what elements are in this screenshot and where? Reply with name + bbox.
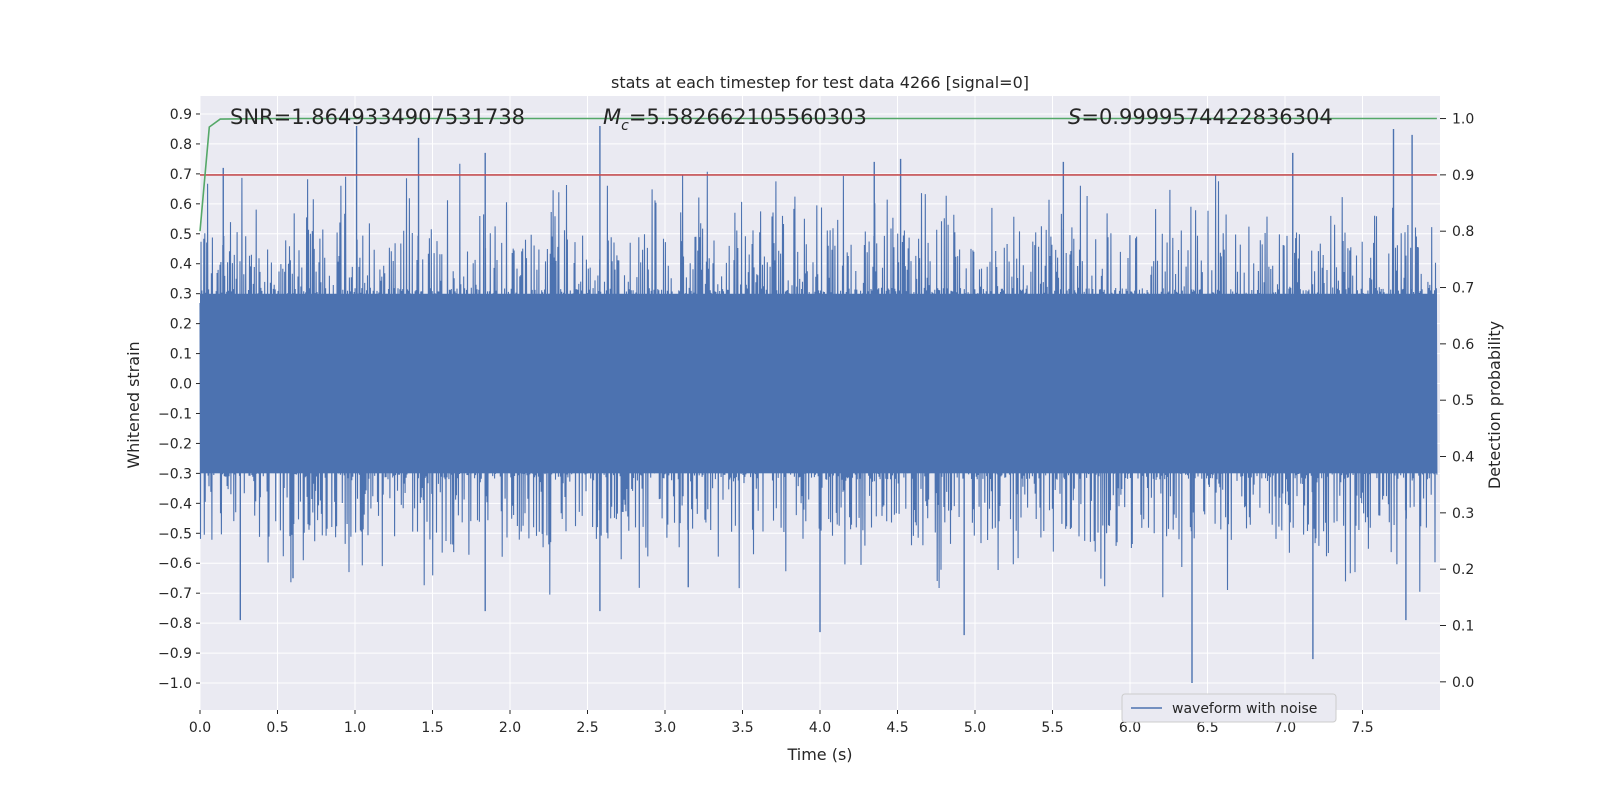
y-tick-label: −0.4 <box>158 496 192 512</box>
y-tick-label: 0.6 <box>170 197 192 213</box>
y2-tick-label: 0.8 <box>1452 224 1474 240</box>
x-tick-label: 3.0 <box>654 720 676 736</box>
x-tick-label: 7.5 <box>1351 720 1373 736</box>
y-axis-ticks: 0.9 0.8 0.7 0.6 0.5 0.4 0.3 0.2 0.1 0.0 −0.1 −0.2 −0… <box>158 107 200 692</box>
chirp-mass-value: =5.582662105560303 <box>629 105 867 129</box>
chirp-mass-annotation: Mc=5.582662105560303 <box>603 105 867 134</box>
waveform-series <box>199 125 1438 684</box>
y2-tick-label: 0.0 <box>1452 675 1474 691</box>
detection-series <box>199 117 1437 232</box>
legend-box <box>1121 693 1337 723</box>
y2-tick-label: 0.1 <box>1452 619 1474 635</box>
chart-title: stats at each timestep for test data 426… <box>611 73 1029 92</box>
legend: waveform with noise <box>1121 693 1337 723</box>
x-tick-label: 1.0 <box>344 720 366 736</box>
x-tick-label: 6.0 <box>1119 720 1141 736</box>
y2-tick-label: 0.3 <box>1452 506 1474 522</box>
x-axis-ticks: 0.0 0.5 1.0 1.5 2.0 2.5 3.0 3.5 4.0 4.5 5.0 5.5 6.0 6… <box>189 710 1374 736</box>
snr-annotation: SNR=1.8649334907531738 <box>230 105 525 129</box>
y-tick-label: −0.7 <box>158 586 192 602</box>
y-tick-label: −0.2 <box>158 436 192 452</box>
y2-tick-label: 0.4 <box>1452 450 1474 466</box>
y-tick-label: −0.8 <box>158 616 192 632</box>
x-tick-label: 0.5 <box>266 720 288 736</box>
y-tick-label: 0.3 <box>170 287 192 303</box>
y2-tick-label: 0.9 <box>1452 168 1474 184</box>
y2-tick-label: 0.5 <box>1452 393 1474 409</box>
x-tick-label: 7.0 <box>1274 720 1296 736</box>
y-tick-label: −1.0 <box>158 676 192 692</box>
chirp-mass-subscript: c <box>621 118 629 134</box>
y-tick-label: 0.5 <box>170 227 192 243</box>
y-tick-label: 0.2 <box>170 317 192 333</box>
y2-tick-label: 1.0 <box>1452 112 1474 128</box>
y-tick-label: −0.3 <box>158 466 192 482</box>
chirp-mass-symbol: M <box>603 105 621 129</box>
y-tick-label: −0.5 <box>158 526 192 542</box>
y-tick-label: −0.6 <box>158 556 192 572</box>
x-tick-label: 5.0 <box>964 720 986 736</box>
waveform-core-band <box>200 293 1437 474</box>
x-tick-label: 2.0 <box>499 720 521 736</box>
y2-tick-label: 0.6 <box>1452 337 1474 353</box>
spin-value: =0.9999574422836304 <box>1081 105 1332 129</box>
y2-tick-label: 0.7 <box>1452 281 1474 297</box>
y2-tick-label: 0.2 <box>1452 562 1474 578</box>
y-tick-label: 0.0 <box>170 377 192 393</box>
y-tick-label: 0.9 <box>170 107 192 123</box>
y2-axis-label: Detection probability <box>1485 321 1504 489</box>
y2-axis-ticks: 1.0 0.9 0.8 0.7 0.6 0.5 0.4 0.3 0.2 0.1 0.0 <box>1440 112 1474 691</box>
x-axis-label: Time (s) <box>786 745 852 764</box>
spin-symbol: S <box>1068 105 1081 129</box>
y-axis-label: Whitened strain <box>124 341 143 468</box>
y-tick-label: −0.9 <box>158 646 192 662</box>
legend-label: waveform with noise <box>1172 701 1317 717</box>
spin-annotation: S=0.9999574422836304 <box>1068 105 1333 129</box>
y-tick-label: −0.1 <box>158 406 192 422</box>
detection-probability-line <box>199 117 1437 232</box>
x-tick-label: 0.0 <box>189 720 211 736</box>
x-tick-label: 6.5 <box>1196 720 1218 736</box>
x-tick-label: 4.5 <box>886 720 908 736</box>
x-tick-label: 3.5 <box>731 720 753 736</box>
x-tick-label: 5.5 <box>1041 720 1063 736</box>
x-tick-label: 1.5 <box>421 720 443 736</box>
x-tick-label: 2.5 <box>576 720 598 736</box>
y-tick-label: 0.4 <box>170 257 192 273</box>
x-tick-label: 4.0 <box>809 720 831 736</box>
y-tick-label: 0.1 <box>170 347 192 363</box>
y-tick-label: 0.8 <box>170 137 192 153</box>
y-tick-label: 0.7 <box>170 167 192 183</box>
